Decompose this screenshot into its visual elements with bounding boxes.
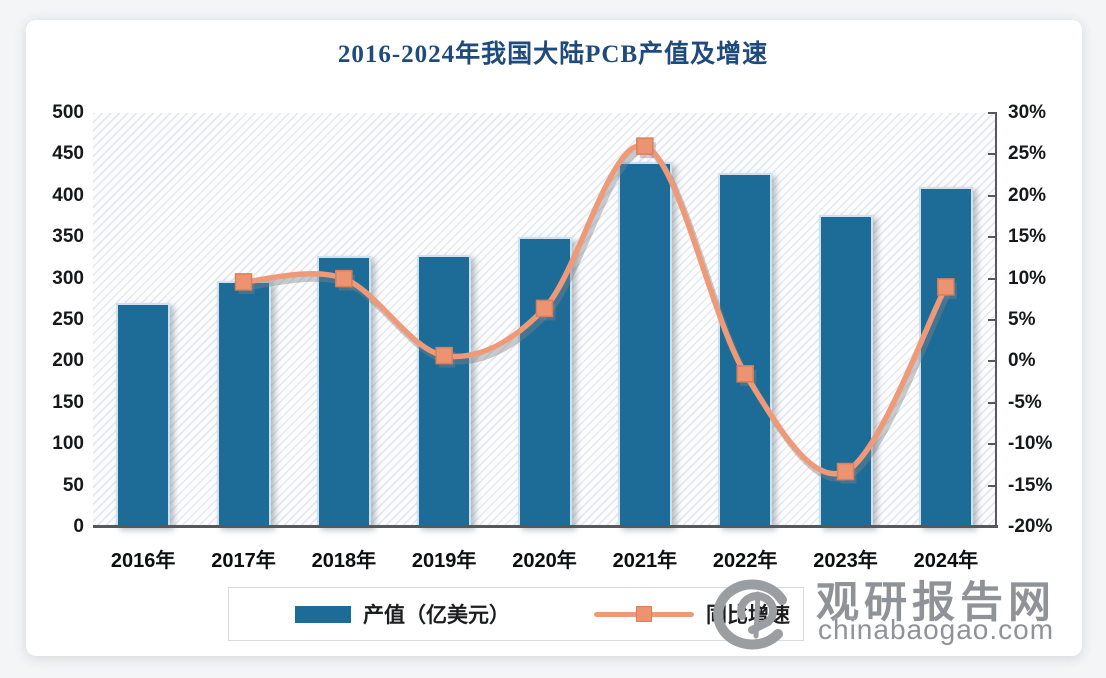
growth-line — [240, 142, 949, 477]
bar-series-label: 产值（亿美元） — [363, 604, 510, 627]
left-axis-tick-label: 450 — [52, 143, 84, 165]
growth-marker — [535, 299, 554, 318]
left-axis-tick-label: 0 — [73, 516, 84, 537]
bar-2024年 — [918, 186, 973, 527]
right-axis-tick-mark — [988, 484, 997, 487]
right-axis-tick-mark — [988, 112, 997, 114]
right-axis-tick-label: -5% — [1008, 391, 1042, 413]
growth-marker — [435, 346, 453, 365]
right-axis-tick-mark — [988, 443, 997, 446]
right-axis-tick-mark — [988, 153, 997, 156]
bar-series-swatch — [295, 605, 351, 623]
x-axis-label: 2019年 — [411, 550, 477, 572]
x-axis-label: 2024年 — [913, 550, 979, 572]
right-axis-tick-mark — [988, 360, 997, 363]
left-axis-tick-label: 300 — [52, 267, 84, 289]
left-axis-tick-label: 350 — [52, 226, 84, 248]
left-axis-tick-label: 50 — [62, 474, 84, 496]
right-axis-tick-mark — [988, 236, 997, 239]
watermark-site-url: chinabaogao.com — [818, 614, 1055, 645]
chart-title: 2016-2024年我国大陆PCB产值及增速 — [337, 41, 769, 68]
bar-2022年 — [718, 173, 773, 527]
x-axis-label: 2021年 — [612, 550, 678, 572]
growth-marker — [736, 365, 754, 383]
growth-marker — [234, 273, 253, 291]
left-axis-tick-label: 500 — [52, 102, 84, 123]
growth-marker — [836, 462, 855, 481]
x-axis-label: 2017年 — [211, 550, 276, 572]
right-axis-tick-mark — [988, 401, 997, 404]
bar-2019年 — [417, 254, 472, 527]
x-axis-label: 2023年 — [813, 550, 878, 572]
right-axis-tick-label: -10% — [1008, 433, 1053, 455]
left-axis-tick-label: 400 — [52, 184, 84, 206]
right-axis-tick-label: 15% — [1008, 226, 1047, 248]
left-axis-tick-label: 150 — [52, 391, 84, 413]
growth-marker — [937, 278, 955, 296]
watermark-site-name: 观研报告网 — [816, 579, 1056, 627]
x-axis-label: 2018年 — [311, 550, 377, 572]
line-swatch-marker — [636, 606, 652, 622]
bar-2016年 — [116, 302, 171, 527]
bar-2018年 — [316, 256, 371, 527]
x-axis-label: 2022年 — [712, 550, 778, 572]
right-axis-tick-label: -20% — [1008, 516, 1053, 537]
x-axis-line — [93, 525, 998, 528]
right-axis-tick-mark — [988, 526, 997, 528]
right-axis-tick-mark — [988, 277, 997, 280]
growth-line-chart — [234, 137, 957, 484]
right-axis-tick-label: -15% — [1008, 474, 1053, 496]
right-axis-tick-label: 0% — [1008, 350, 1036, 372]
right-axis-tick-mark — [988, 319, 997, 321]
growth-marker — [335, 269, 353, 288]
right-axis-tick-mark — [988, 194, 997, 197]
right-axis-tick-label: 10% — [1008, 267, 1047, 289]
right-axis-tick-label: 25% — [1008, 143, 1047, 165]
bar-2017年 — [216, 281, 271, 527]
line-series-swatch — [594, 605, 694, 623]
x-axis-label: 2020年 — [512, 550, 577, 572]
left-axis-tick-label: 200 — [52, 350, 84, 372]
guanyan-swirl-logo-icon — [713, 579, 787, 650]
right-axis-tick-label: 5% — [1008, 309, 1036, 330]
right-axis-tick-label: 30% — [1008, 102, 1047, 123]
left-axis-tick-label: 100 — [52, 433, 84, 455]
right-axis-tick-label: 20% — [1008, 184, 1047, 206]
growth-marker — [636, 137, 654, 155]
x-axis-label: 2016年 — [110, 550, 176, 572]
left-axis-tick-label: 250 — [52, 309, 84, 330]
legend: 产值（亿美元） 同比增速 — [228, 587, 804, 641]
bar-2021年 — [617, 161, 672, 527]
